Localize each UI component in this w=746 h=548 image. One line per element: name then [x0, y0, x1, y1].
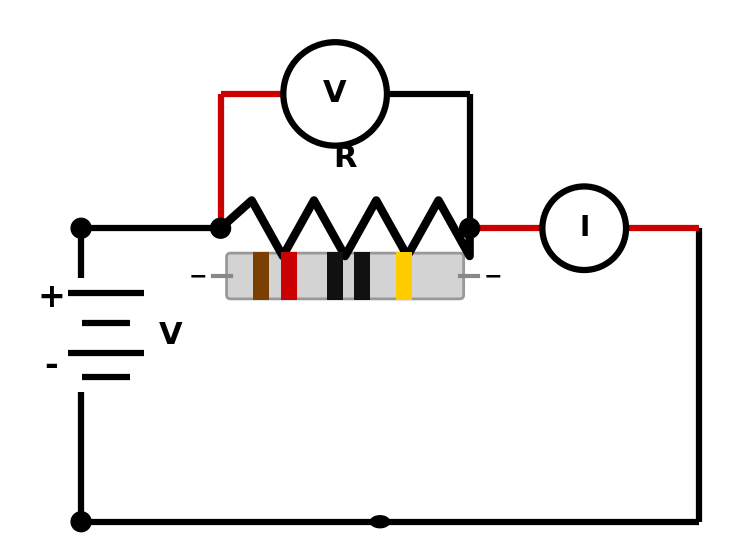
- Text: +: +: [37, 281, 65, 315]
- Bar: [354, 253, 370, 300]
- Circle shape: [210, 218, 231, 238]
- Bar: [281, 253, 297, 300]
- Text: V: V: [159, 321, 183, 350]
- Circle shape: [71, 218, 91, 238]
- FancyBboxPatch shape: [227, 253, 464, 299]
- Bar: [254, 253, 269, 300]
- Bar: [327, 253, 343, 300]
- Text: −: −: [483, 266, 502, 286]
- Circle shape: [460, 218, 480, 238]
- Circle shape: [283, 42, 387, 146]
- Bar: [395, 253, 412, 300]
- Text: I: I: [579, 214, 589, 242]
- Text: −: −: [188, 266, 207, 286]
- Text: -: -: [44, 349, 58, 381]
- Text: V: V: [323, 79, 347, 109]
- Text: R: R: [333, 144, 357, 173]
- Circle shape: [542, 186, 626, 270]
- Circle shape: [71, 512, 91, 532]
- Polygon shape: [371, 516, 389, 528]
